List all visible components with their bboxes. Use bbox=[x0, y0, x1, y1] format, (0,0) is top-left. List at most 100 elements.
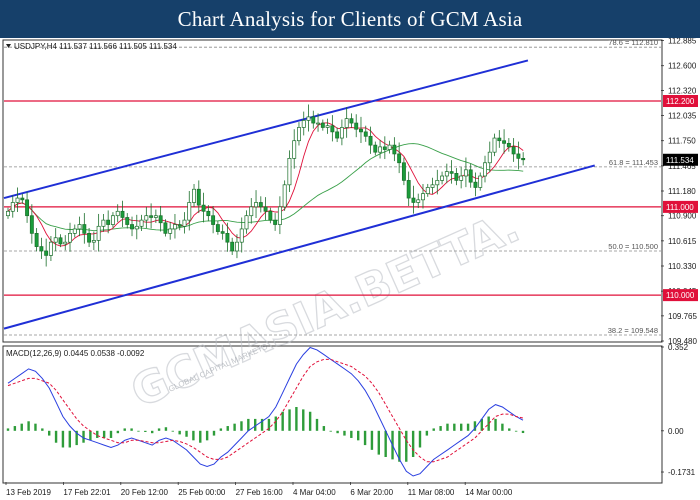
candle bbox=[235, 234, 239, 259]
candle-body-up bbox=[48, 241, 53, 256]
x-tick-label: 4 Mar 04:00 bbox=[293, 488, 336, 497]
candle bbox=[44, 238, 49, 267]
candle-body-down bbox=[382, 146, 387, 150]
y-tick-label: 111.465 bbox=[668, 162, 696, 171]
candle bbox=[473, 172, 478, 197]
candle-body-down bbox=[201, 204, 206, 212]
candle bbox=[411, 185, 416, 214]
level-price-tag-label: 110.000 bbox=[666, 291, 695, 300]
candle bbox=[306, 104, 311, 132]
candle bbox=[153, 209, 158, 224]
candle bbox=[254, 190, 258, 218]
candle bbox=[287, 150, 292, 192]
macd-histogram-bar bbox=[377, 430, 380, 455]
candle bbox=[15, 187, 20, 212]
macd-histogram-bar bbox=[164, 427, 168, 431]
macd-histogram-bar bbox=[205, 430, 209, 441]
macd-histogram-bar bbox=[480, 418, 483, 431]
macd-histogram-bar bbox=[439, 426, 442, 431]
macd-histogram-bar bbox=[27, 421, 30, 431]
candle-body-up bbox=[68, 233, 72, 243]
candle bbox=[320, 119, 325, 131]
macd-histogram-bar bbox=[123, 428, 126, 431]
candle-body-down bbox=[468, 169, 473, 183]
candle-body-down bbox=[211, 215, 216, 225]
candle-body-up bbox=[173, 224, 177, 230]
candle bbox=[387, 140, 392, 154]
macd-histogram-bar bbox=[425, 430, 429, 436]
candle-body-down bbox=[502, 140, 507, 144]
y-tick-label: 112.885 bbox=[668, 38, 697, 46]
macd-histogram-bar bbox=[192, 430, 195, 441]
level-price-tag-label: 111.000 bbox=[666, 203, 694, 212]
macd-histogram-bar bbox=[274, 416, 277, 431]
candle-body-up bbox=[416, 199, 421, 203]
macd-histogram-bar bbox=[398, 430, 401, 462]
candle-body-up bbox=[254, 202, 258, 208]
candle bbox=[516, 141, 521, 170]
macd-histogram-bar bbox=[418, 430, 422, 448]
ma-slow-line bbox=[7, 143, 524, 232]
x-tick-label: 6 Mar 20:00 bbox=[350, 488, 393, 497]
y-tick-label: 112.600 bbox=[668, 62, 697, 71]
candle-body-up bbox=[15, 197, 20, 203]
candle-body-down bbox=[163, 222, 168, 234]
candle bbox=[339, 119, 344, 146]
candle-body-down bbox=[196, 188, 201, 206]
candle-body-up bbox=[292, 140, 297, 159]
candle bbox=[425, 183, 430, 197]
candle bbox=[344, 107, 349, 138]
macd-histogram-bar bbox=[494, 418, 497, 431]
price-chart[interactable]: GCMASIA.BETTA. GLOBAL CAPITAL MARKETS 78… bbox=[0, 38, 700, 500]
candle bbox=[225, 222, 230, 252]
candle bbox=[96, 213, 101, 252]
candle bbox=[25, 191, 30, 223]
candle bbox=[48, 236, 53, 261]
macd-histogram-bar bbox=[350, 430, 353, 438]
candle bbox=[91, 231, 96, 251]
fib-label: 61.8 = 111.453 bbox=[609, 158, 658, 167]
macd-histogram-bar bbox=[102, 430, 106, 438]
candle bbox=[268, 207, 273, 224]
macd-histogram-bar bbox=[199, 430, 202, 443]
x-tick-label: 25 Feb 00:00 bbox=[178, 488, 226, 497]
candle-body-up bbox=[153, 215, 158, 218]
candle bbox=[392, 137, 397, 162]
macd-histogram-bar bbox=[473, 421, 477, 431]
candle bbox=[330, 115, 335, 142]
macd-histogram-bar bbox=[267, 418, 271, 431]
candle bbox=[421, 183, 425, 209]
candle-body-up bbox=[244, 215, 249, 230]
macd-histogram-bar bbox=[226, 426, 229, 431]
candle-body-up bbox=[277, 206, 282, 225]
macd-histogram-bar bbox=[48, 430, 51, 436]
candle-body-down bbox=[106, 219, 111, 225]
candle-body-down bbox=[25, 199, 30, 217]
candle bbox=[110, 212, 115, 228]
candle bbox=[196, 180, 201, 214]
macd-y-tick-label: 0.352 bbox=[668, 343, 689, 352]
macd-histogram-bar bbox=[212, 430, 216, 436]
candle bbox=[173, 213, 177, 239]
candle bbox=[187, 191, 192, 231]
candle-body-up bbox=[139, 219, 144, 227]
candle bbox=[382, 136, 387, 160]
candle-body-down bbox=[263, 206, 268, 212]
candle bbox=[192, 183, 196, 208]
macd-histogram-bar bbox=[405, 430, 408, 462]
macd-histogram-bar bbox=[453, 423, 456, 431]
candle bbox=[282, 180, 287, 211]
y-tick-label: 110.615 bbox=[668, 237, 697, 246]
candle-body-down bbox=[454, 173, 459, 181]
candle bbox=[115, 204, 120, 223]
y-tick-label: 109.480 bbox=[668, 337, 697, 346]
candle bbox=[397, 142, 402, 174]
candle-body-up bbox=[249, 206, 254, 217]
candle bbox=[10, 195, 15, 218]
candle-body-up bbox=[444, 171, 449, 177]
candle-body-down bbox=[401, 162, 406, 181]
level-price-tag-bg bbox=[663, 289, 698, 302]
candle-body-down bbox=[449, 171, 454, 174]
candle bbox=[359, 116, 363, 143]
candle-body-up bbox=[115, 210, 120, 217]
